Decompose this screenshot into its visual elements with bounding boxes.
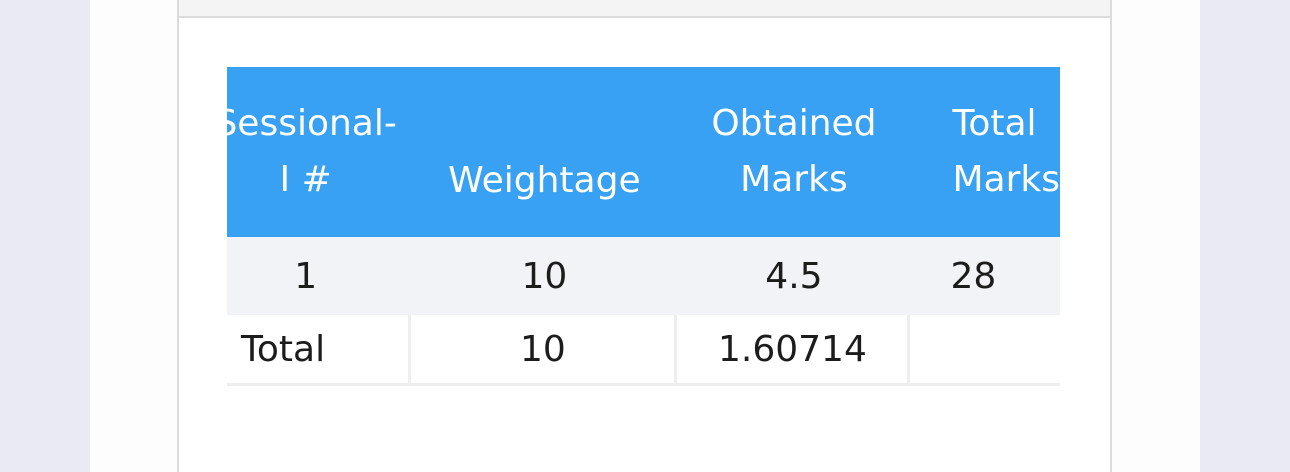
header-total-line1: Total [952,103,1037,144]
table-row: 1 10 4.5 28 [227,237,1060,315]
cell-weightage: 10 [411,237,678,315]
cell-sessional: 1 [227,237,412,315]
total-total-marks [910,315,1060,386]
header-weightage: Weightage [411,67,678,237]
header-sessional: Sessional- I # [227,67,412,237]
header-total-marks: Total Marks [910,67,1060,237]
header-obtained-line2: Marks [740,159,848,200]
table-header-row: Sessional- I # Weightage Obtained Marks … [227,67,1060,237]
header-sessional-line2: I # [279,159,332,200]
card-header-strip [179,0,1110,18]
header-obtained-marks: Obtained Marks [677,67,911,237]
total-weightage: 10 [411,315,678,386]
marks-table-scroll-area[interactable]: Sessional- I # Weightage Obtained Marks … [227,67,1060,389]
cell-obtained-marks: 4.5 [677,237,911,315]
table-total-row: Total 10 1.60714 [227,315,1060,386]
cell-total-marks: 28 [910,237,1060,315]
header-obtained-line1: Obtained [711,103,877,144]
header-total-line2: Marks [952,159,1060,200]
total-label: Total [227,315,412,386]
total-obtained-marks: 1.60714 [677,315,911,386]
header-sessional-line1: Sessional- [227,103,397,144]
marks-table: Sessional- I # Weightage Obtained Marks … [227,67,1060,386]
